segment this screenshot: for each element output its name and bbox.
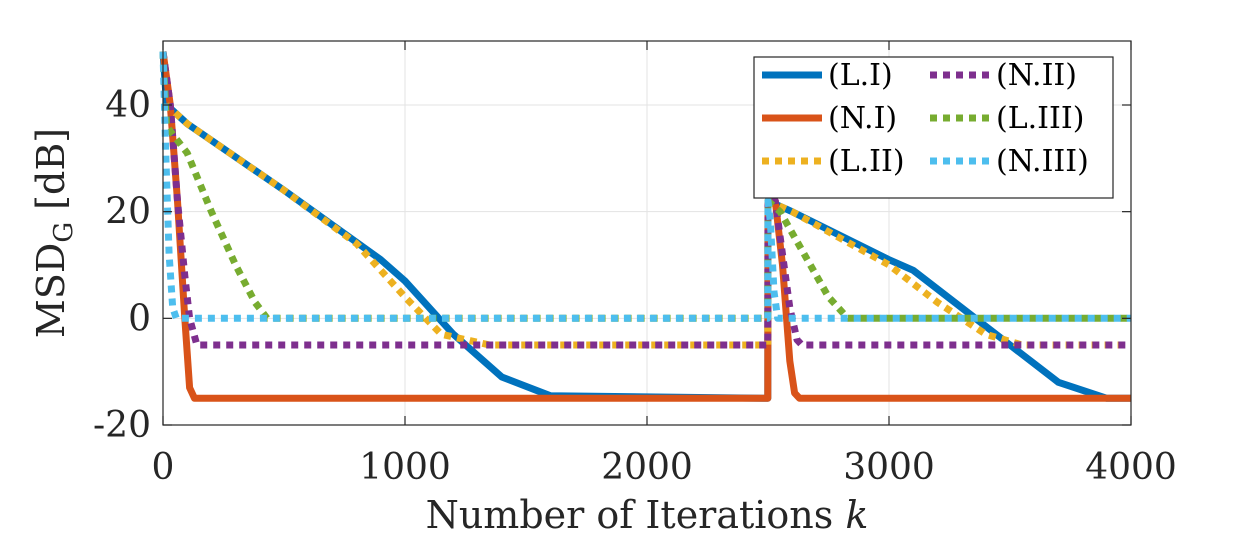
legend: (L.I) (N.I) (L.II) (N.II) (L.III) (N.III) xyxy=(753,56,1114,199)
x-tick-label: 1000 xyxy=(359,447,451,488)
y-axis-label-subscript: G xyxy=(49,222,79,243)
legend-box xyxy=(753,56,1114,199)
x-tick-label: 0 xyxy=(152,447,175,488)
y-axis-label: MSDG [dB] xyxy=(29,128,79,338)
x-tick-label: 4000 xyxy=(1085,447,1177,488)
y-tick-label: -20 xyxy=(93,405,151,446)
legend-label-l-iii: (L.III) xyxy=(996,101,1084,136)
legend-label-n-ii: (N.II) xyxy=(996,58,1077,93)
series-line-l-iii xyxy=(159,51,1131,322)
y-tick-label: 0 xyxy=(128,298,151,339)
x-axis-label: Number of Iterations k xyxy=(426,493,869,537)
legend-label-n-i: (N.I) xyxy=(828,101,897,136)
legend-label-l-i: (L.I) xyxy=(828,58,893,93)
axis-ticks xyxy=(162,41,1132,426)
y-tick-label: 40 xyxy=(105,85,151,126)
x-tick-label: 3000 xyxy=(843,447,935,488)
y-tick-label: 20 xyxy=(105,192,151,233)
legend-label-n-iii: (N.III) xyxy=(996,144,1089,179)
series-line-n-iii xyxy=(159,51,1131,322)
x-axis-label-text: Number of Iterations xyxy=(426,493,834,537)
y-axis-label-main: MSD xyxy=(29,243,73,338)
y-axis-label-unit: [dB] xyxy=(29,128,73,210)
x-axis-label-variable: k xyxy=(845,493,868,537)
series-layer xyxy=(159,51,1131,402)
legend-label-l-ii: (L.II) xyxy=(828,144,905,179)
x-tick-label: 2000 xyxy=(601,447,693,488)
